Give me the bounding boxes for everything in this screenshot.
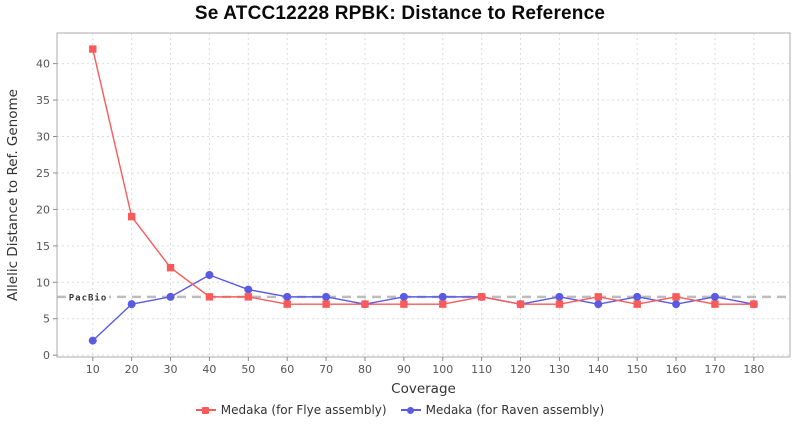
svg-text:170: 170 <box>704 363 725 376</box>
svg-text:40: 40 <box>202 363 216 376</box>
legend-label-raven: Medaka (for Raven assembly) <box>425 403 605 417</box>
legend-item-raven: Medaka (for Raven assembly) <box>400 403 605 417</box>
axis-ticks-and-labels: 10 20 30 40 50 60 70 80 90 100 110 120 130 140 150 160 1… <box>36 58 764 376</box>
svg-text:35: 35 <box>36 94 50 107</box>
svg-text:30: 30 <box>164 363 178 376</box>
svg-text:10: 10 <box>86 363 100 376</box>
svg-text:40: 40 <box>36 58 50 71</box>
svg-text:130: 130 <box>549 363 570 376</box>
svg-text:10: 10 <box>36 276 50 289</box>
svg-text:180: 180 <box>743 363 764 376</box>
legend-label-flye: Medaka (for Flye assembly) <box>220 403 387 417</box>
legend-marker-flye-icon <box>195 405 216 415</box>
svg-text:5: 5 <box>43 313 50 326</box>
svg-text:60: 60 <box>280 363 294 376</box>
svg-text:160: 160 <box>666 363 687 376</box>
plot-border <box>56 32 791 358</box>
grid-layer <box>57 33 790 357</box>
legend: Medaka (for Flye assembly) Medaka (for R… <box>0 403 800 417</box>
series-flye <box>89 45 758 308</box>
legend-marker-raven-icon <box>400 405 421 415</box>
svg-text:20: 20 <box>125 363 139 376</box>
legend-item-flye: Medaka (for Flye assembly) <box>195 403 387 417</box>
svg-text:110: 110 <box>471 363 492 376</box>
svg-text:120: 120 <box>510 363 531 376</box>
svg-text:20: 20 <box>36 203 50 216</box>
svg-text:90: 90 <box>397 363 411 376</box>
svg-text:50: 50 <box>241 363 255 376</box>
svg-text:100: 100 <box>432 363 453 376</box>
svg-text:140: 140 <box>588 363 609 376</box>
y-axis-title: Allelic Distance to Ref. Genome <box>5 89 21 301</box>
chart-title: Se ATCC12228 RPBK: Distance to Reference <box>194 3 606 24</box>
x-axis-title: Coverage <box>391 381 456 397</box>
svg-text:150: 150 <box>627 363 648 376</box>
svg-text:0: 0 <box>43 349 50 362</box>
svg-text:25: 25 <box>36 167 50 180</box>
svg-text:80: 80 <box>358 363 372 376</box>
svg-text:PacBio: PacBio <box>69 292 108 303</box>
reference-line-label: PacBio <box>67 290 109 303</box>
svg-text:30: 30 <box>36 131 50 144</box>
svg-text:15: 15 <box>36 240 50 253</box>
svg-text:70: 70 <box>319 363 333 376</box>
